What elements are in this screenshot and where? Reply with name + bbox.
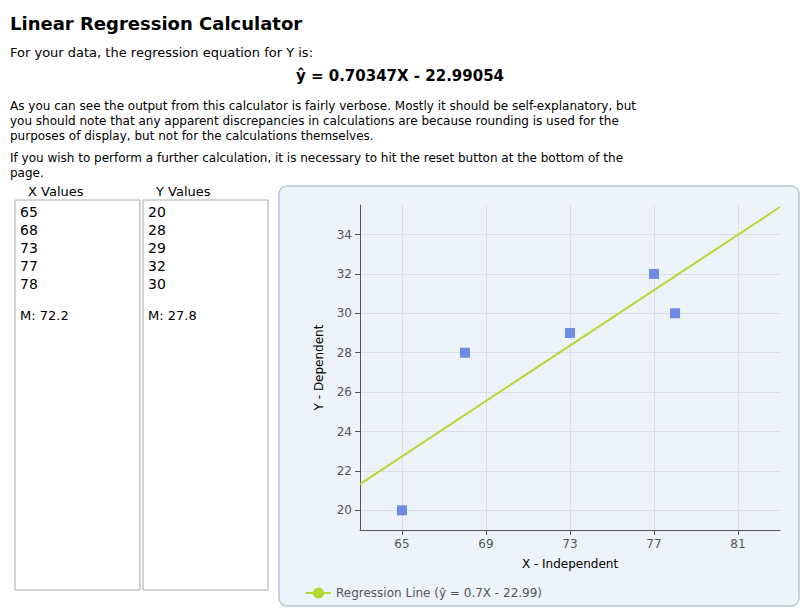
svg-text:Regression Line (ŷ = 0.7X - 22: Regression Line (ŷ = 0.7X - 22.99) [336, 586, 542, 600]
svg-text:For your data, the regression: For your data, the regression equation f… [10, 45, 313, 60]
svg-text:77: 77 [646, 537, 661, 551]
svg-text:32: 32 [148, 258, 166, 274]
svg-text:20: 20 [148, 204, 166, 220]
svg-text:30: 30 [148, 276, 166, 292]
svg-text:73: 73 [562, 537, 577, 551]
svg-text:29: 29 [148, 240, 166, 256]
svg-text:X - Independent: X - Independent [522, 557, 619, 571]
svg-text:purposes of display, but not f: purposes of display, but not for the cal… [10, 129, 374, 143]
svg-text:M: 27.8: M: 27.8 [148, 308, 197, 323]
svg-text:65: 65 [394, 537, 409, 551]
svg-text:20: 20 [337, 503, 352, 517]
svg-text:78: 78 [20, 276, 38, 292]
svg-text:77: 77 [20, 258, 38, 274]
svg-text:28: 28 [148, 222, 166, 238]
svg-text:28: 28 [337, 346, 352, 360]
svg-text:If you wish to perform a furth: If you wish to perform a further calcula… [10, 151, 623, 165]
svg-text:68: 68 [20, 222, 38, 238]
svg-text:As you can see the output from: As you can see the output from this calc… [10, 99, 636, 113]
svg-text:69: 69 [478, 537, 493, 551]
svg-text:page.: page. [10, 166, 44, 180]
svg-text:81: 81 [730, 537, 745, 551]
svg-text:ŷ = 0.70347X - 22.99054: ŷ = 0.70347X - 22.99054 [296, 67, 504, 85]
svg-text:M: 72.2: M: 72.2 [20, 308, 69, 323]
svg-text:Linear Regression Calculator: Linear Regression Calculator [10, 13, 302, 34]
svg-text:X Values: X Values [28, 184, 84, 199]
svg-text:Y Values: Y Values [155, 184, 211, 199]
svg-text:26: 26 [337, 385, 352, 399]
svg-text:34: 34 [337, 228, 352, 242]
svg-text:73: 73 [20, 240, 38, 256]
svg-text:Y - Dependent: Y - Dependent [312, 324, 326, 411]
svg-text:30: 30 [337, 306, 352, 320]
svg-text:32: 32 [337, 267, 352, 281]
svg-text:you should note that any appar: you should note that any apparent discre… [10, 114, 619, 128]
svg-text:65: 65 [20, 204, 38, 220]
svg-text:24: 24 [337, 425, 352, 439]
svg-text:22: 22 [337, 464, 352, 478]
